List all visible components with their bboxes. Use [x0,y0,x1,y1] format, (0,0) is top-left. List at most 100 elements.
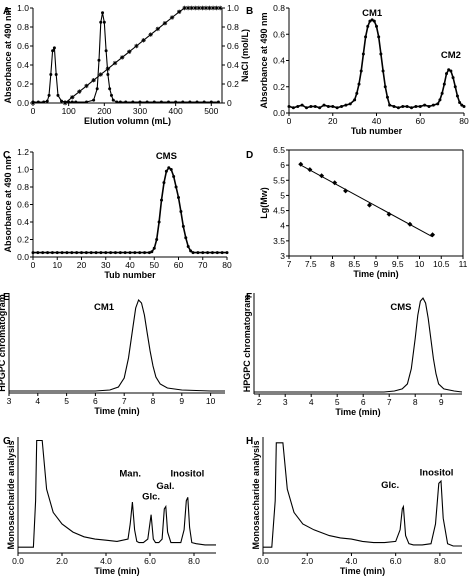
panel-letter-f: F [246,292,252,303]
point-d-0-3 [332,180,338,186]
x-tick-label-f-3: 5 [335,397,340,407]
x-axis-label-b: Tub number [351,126,403,136]
y-axis-label-f: HPGPC chromatogram [242,295,252,393]
y2-tick-label-a-1: 0.2 [227,79,239,89]
y-axis-label-d: Lg(Mw) [259,187,269,219]
point-c-0-46 [210,251,214,255]
point-b-0-9 [326,104,330,108]
series-line-a-1 [33,7,221,104]
point-c-0-31 [164,169,168,173]
point-a-0-32 [145,100,149,104]
x-tick-label-e-7: 10 [206,396,216,406]
point-a-0-30 [131,100,135,104]
point-c-0-17 [113,251,117,255]
point-c-0-44 [201,251,205,255]
point-a-0-3 [45,99,49,103]
point-a-0-25 [109,93,113,97]
point-d-0-7 [407,221,413,227]
point-a-1-21 [193,5,198,11]
point-b-0-38 [418,104,422,108]
point-a-1-26 [210,5,216,11]
y-axis-label-b: Absorbance at 490 nm [259,12,269,108]
x-tick-label-e-2: 5 [64,396,69,406]
y-tick-label-d-4: 5 [280,190,285,200]
y-tick-label-b-2: 0.4 [273,56,285,66]
y-tick-label-d-1: 3.5 [273,236,285,246]
point-c-0-30 [162,181,166,185]
series-line-h-0 [263,442,462,548]
point-c-0-0 [31,251,35,255]
y2-tick-label-a-0: 0 [227,98,232,108]
y-tick-label-d-0: 3 [280,251,285,261]
point-b-0-36 [410,106,413,110]
x-tick-label-c-6: 60 [174,260,184,270]
x-tick-label-c-1: 10 [53,260,63,270]
x-tick-label-c-8: 80 [222,260,232,270]
point-b-0-0 [287,104,291,108]
point-b-0-6 [313,104,317,108]
panel-e: E 3 4 5 6 7 8 9 10 Time (min) HPGPC chromatogram CM… [0,292,225,416]
x-tick-label-e-4: 7 [122,396,127,406]
panel-h: H 0.0 2.0 4.0 6.0 8.0 Time (min) Monosaccharide… [246,436,462,576]
point-a-1-16 [169,15,175,20]
point-c-0-10 [80,251,83,255]
x-tick-label-b-2: 40 [372,116,382,126]
point-a-1-10 [127,49,132,54]
point-c-0-18 [118,251,122,255]
y2-tick-label-a-5: 1.0 [227,3,239,13]
point-a-1-20 [189,5,194,11]
point-c-0-8 [70,251,74,255]
panel-letter-g: G [3,436,11,447]
y2-axis-label-a: NaCl (mol/L) [240,29,250,82]
panel-c: C 0 10 20 30 40 50 60 70 80 0.0 0.2 0.4 0.6 0.8 1.0 1.2 T… [3,147,232,280]
point-d-0-2 [319,173,325,179]
x-tick-label-b-0: 0 [287,116,292,126]
point-c-0-22 [138,251,142,255]
point-c-0-3 [46,251,50,255]
point-b-0-1 [291,106,295,110]
x-tick-label-a-5: 500 [204,106,218,116]
annotation-b-0: CM1 [362,8,383,19]
y-axis-label-e: HPGPC chromatogram [0,294,7,392]
point-c-0-24 [147,251,151,255]
y-axis-label-g: Monosaccharide analysis [6,440,16,549]
point-a-0-28 [118,100,122,104]
x-tick-label-a-0: 0 [31,106,36,116]
panel-letter-c: C [3,150,10,161]
x-tick-label-c-3: 30 [101,260,111,270]
annotation-g-0: Man. [119,468,141,479]
point-a-0-21 [102,20,106,24]
point-d-0-0 [298,161,304,167]
series-line-f-0 [254,297,463,393]
x-tick-label-g-4: 8.0 [188,556,200,566]
point-a-0-39 [195,100,199,104]
x-axis-label-h: Time (min) [340,566,385,576]
point-a-1-25 [207,5,212,11]
point-c-0-13 [94,251,98,255]
x-tick-label-f-6: 8 [413,397,418,407]
y-tick-label-a-3: 0.6 [17,41,29,51]
point-c-0-49 [225,251,229,255]
point-c-0-14 [99,251,103,255]
point-c-0-43 [196,251,200,255]
point-b-0-13 [344,103,348,107]
point-b-0-8 [322,103,326,107]
point-a-1-0 [30,100,36,106]
x-tick-label-g-3: 6.0 [144,556,156,566]
point-a-0-9 [56,93,60,97]
panel-b: B 0 20 40 60 80 0.0 0.2 0.4 0.6 0.8 Tub number Absor… [246,3,469,136]
point-b-0-42 [436,102,440,106]
point-c-0-5 [55,251,59,255]
panel-f: F 2 3 4 5 6 7 8 9 Time (min) HPGPC chromatogram CMS [242,292,463,417]
point-a-0-27 [115,100,119,104]
point-c-0-37 [179,210,183,213]
annotation-h-0: Glc. [381,480,399,491]
point-b-0-14 [348,102,352,106]
annotation-g-3: Inositol [171,468,205,479]
panel-g: G 0.0 2.0 4.0 6.0 8.0 Time (min) Monosaccharide… [3,436,216,576]
point-c-0-35 [174,185,178,189]
x-tick-label-h-3: 6.0 [390,556,402,566]
point-a-0-14 [74,100,78,104]
x-tick-label-h-0: 0.0 [257,556,269,566]
